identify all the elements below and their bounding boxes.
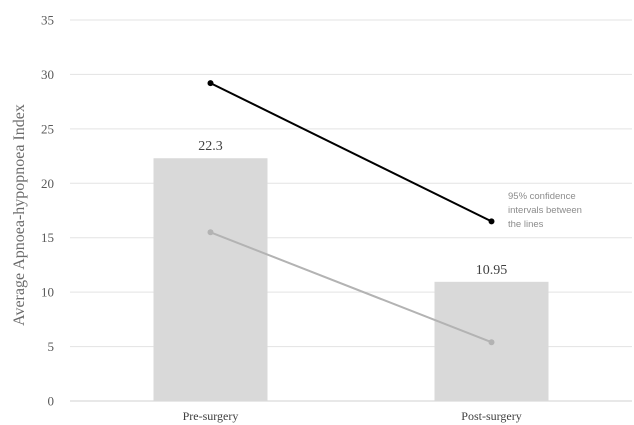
ci-point <box>488 339 495 346</box>
y-tick-label: 5 <box>48 339 55 354</box>
ci-lines <box>207 80 495 346</box>
ci-point <box>488 218 495 225</box>
data-labels: 22.3 10.95 <box>198 139 507 278</box>
y-tick-label: 35 <box>41 13 54 28</box>
annotation-line-2: intervals between <box>508 205 582 216</box>
y-tick-label: 15 <box>41 230 54 245</box>
y-tick-label: 10 <box>41 285 54 300</box>
ci-line <box>210 82 492 223</box>
y-axis-ticks: 0 5 10 15 20 25 30 35 <box>41 13 54 409</box>
y-tick-label: 0 <box>48 394 55 409</box>
x-category-label: Pre-surgery <box>183 409 239 423</box>
y-axis-label: Average Apnoea-hypopnoea Index <box>11 104 28 326</box>
x-axis-categories: Pre-surgery Post-surgery <box>183 409 522 423</box>
ci-point <box>207 229 214 236</box>
bar-data-label: 22.3 <box>198 139 223 154</box>
bar-data-label: 10.95 <box>476 263 508 278</box>
annotation-line-3: the lines <box>508 219 544 230</box>
y-tick-label: 30 <box>41 67 54 82</box>
x-category-label: Post-surgery <box>461 409 521 423</box>
y-tick-label: 25 <box>41 121 54 136</box>
ci-line <box>210 231 492 344</box>
bar <box>153 158 268 401</box>
ci-point <box>207 80 214 87</box>
bars <box>153 158 549 401</box>
annotation-line-1: 95% confidence <box>508 191 576 202</box>
annotation: 95% confidence intervals between the lin… <box>508 191 582 230</box>
y-tick-label: 20 <box>41 176 54 191</box>
